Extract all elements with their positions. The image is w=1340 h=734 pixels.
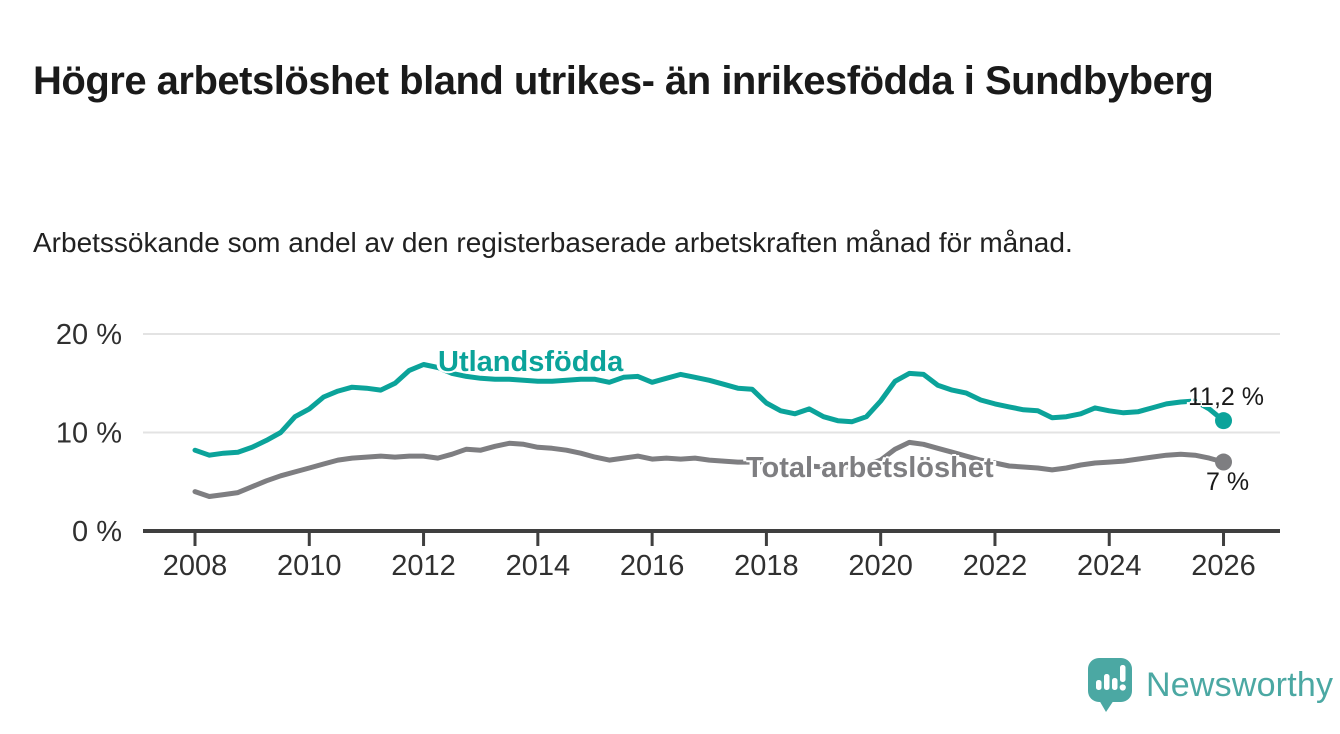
x-axis-tick-label: 2014	[506, 550, 571, 582]
x-axis-tick-label: 2016	[620, 550, 685, 582]
x-axis-tick-label: 2008	[163, 550, 228, 582]
series-label-utlandsfodda: Utlandsfödda	[438, 346, 624, 378]
page-subtitle: Arbetssökande som andel av den registerb…	[33, 227, 1073, 258]
x-axis-tick-label: 2024	[1077, 550, 1142, 582]
brand-logo: Newsworthy	[1086, 656, 1333, 714]
series-endpoint-dot-1	[1215, 453, 1233, 471]
end-value-label-total: 7 %	[1206, 468, 1250, 496]
newsworthy-logo-icon	[1088, 658, 1132, 712]
x-axis-tick-label: 2026	[1191, 550, 1256, 582]
x-axis-tick-label: 2010	[277, 550, 342, 582]
x-axis-tick-label: 2012	[391, 550, 456, 582]
x-axis-tick-label: 2020	[848, 550, 913, 582]
end-value-label-utlandsfodda: 11,2 %	[1188, 383, 1264, 411]
y-axis-tick-label: 0 %	[72, 516, 122, 548]
series-line-1	[192, 439, 1226, 499]
series-line-0	[192, 362, 1226, 458]
x-axis-tick-label: 2018	[734, 550, 799, 582]
y-axis-tick-label: 10 %	[56, 418, 122, 450]
y-axis-tick-label: 20 %	[56, 319, 122, 351]
x-axis-tick-label: 2022	[963, 550, 1028, 582]
series-label-total-arbetsloshet: Total arbetslöshet	[746, 452, 994, 484]
brand-name: Newsworthy	[1146, 665, 1334, 704]
page-title: Högre arbetslöshet bland utrikes- än inr…	[33, 58, 1214, 103]
series-endpoint-dot-0	[1215, 412, 1233, 430]
